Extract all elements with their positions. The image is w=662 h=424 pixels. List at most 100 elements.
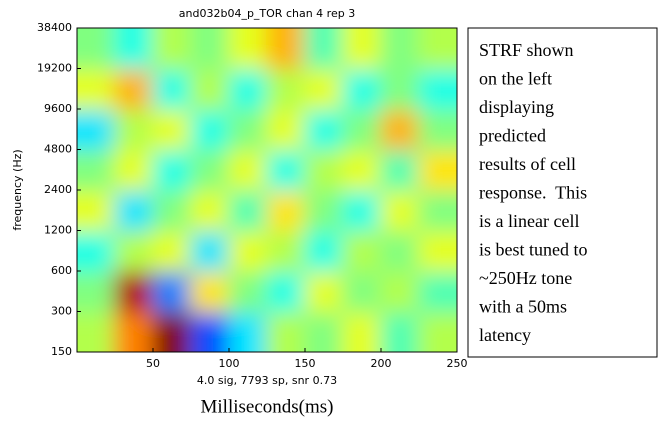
x-tick-label: 250 xyxy=(447,357,468,370)
y-tick-label: 9600 xyxy=(44,102,72,115)
heatmap-cell xyxy=(152,148,192,192)
heatmap-cell xyxy=(418,67,457,111)
heatmap-cell xyxy=(380,189,420,232)
annotation-line: is a linear cell xyxy=(479,211,579,231)
heatmap-cell xyxy=(380,148,420,192)
heatmap-cell xyxy=(304,67,344,111)
annotation-line: STRF shown xyxy=(479,40,574,60)
heatmap xyxy=(77,28,457,352)
heatmap-cell xyxy=(342,28,382,70)
heatmap-cell xyxy=(114,270,154,313)
heatmap-cell xyxy=(380,108,420,151)
annotation-line: on the left xyxy=(479,69,552,89)
heatmap-cell xyxy=(190,67,230,111)
heatmap-cell xyxy=(77,67,116,111)
annotation-box xyxy=(467,27,658,358)
heatmap-cell xyxy=(418,148,457,192)
heatmap-cell xyxy=(228,67,268,111)
annotation-line: is best tuned to xyxy=(479,240,588,260)
heatmap-cell xyxy=(342,108,382,151)
y-tick-label: 4800 xyxy=(44,143,72,156)
heatmap-cell xyxy=(152,108,192,151)
heatmap-cell xyxy=(77,148,116,192)
heatmap-cells xyxy=(77,28,457,352)
axes: 50 100 150 200 250 150 300 600 1200 2400 4800 9600 1… xyxy=(37,21,468,370)
y-tick-label: 2400 xyxy=(44,183,72,196)
y-tick-label: 300 xyxy=(51,305,72,318)
heatmap-cell xyxy=(380,310,420,352)
y-tick-label: 600 xyxy=(51,264,72,277)
heatmap-cell xyxy=(152,270,192,313)
heatmap-cell xyxy=(114,189,154,232)
heatmap-cell xyxy=(190,108,230,151)
heatmap-cell xyxy=(304,229,344,272)
heatmap-cell xyxy=(304,108,344,151)
heatmap-cell xyxy=(266,229,306,272)
heatmap-cell xyxy=(77,108,116,151)
heatmap-cell xyxy=(228,108,268,151)
heatmap-cell xyxy=(190,270,230,313)
heatmap-cell xyxy=(342,270,382,313)
heatmap-cell xyxy=(152,310,192,352)
annotation-line: response. This xyxy=(479,183,587,203)
x-tick-label: 150 xyxy=(295,357,316,370)
heatmap-cell xyxy=(228,310,268,352)
heatmap-cell xyxy=(304,189,344,232)
heatmap-cell xyxy=(190,189,230,232)
annotation: STRF shown on the left displaying predicted… xyxy=(479,40,588,345)
heatmap-cell xyxy=(266,189,306,232)
heatmap-cell xyxy=(418,108,457,151)
heatmap-cell xyxy=(77,270,116,313)
heatmap-cell xyxy=(418,310,457,352)
heatmap-cell xyxy=(114,229,154,272)
heatmap-cell xyxy=(266,310,306,352)
y-tick-label: 1200 xyxy=(44,224,72,237)
heatmap-cell xyxy=(342,148,382,192)
x-tick-label: 100 xyxy=(219,357,240,370)
heatmap-cell xyxy=(418,229,457,272)
y-tick-label: 38400 xyxy=(37,21,72,34)
heatmap-cell xyxy=(228,148,268,192)
x-axis-label: 4.0 sig, 7793 sp, snr 0.73 xyxy=(197,374,337,387)
heatmap-cell xyxy=(114,310,154,352)
heatmap-cell xyxy=(304,310,344,352)
heatmap-cell xyxy=(152,229,192,272)
heatmap-cell xyxy=(152,189,192,232)
heatmap-cell xyxy=(418,28,457,70)
heatmap-cell xyxy=(342,189,382,232)
heatmap-cell xyxy=(266,67,306,111)
annotation-line: displaying xyxy=(479,97,554,117)
heatmap-cell xyxy=(228,189,268,232)
heatmap-cell xyxy=(266,270,306,313)
heatmap-cell xyxy=(380,67,420,111)
heatmap-cell xyxy=(228,270,268,313)
y-tick-label: 150 xyxy=(51,345,72,358)
heatmap-cell xyxy=(152,67,192,111)
heatmap-cell xyxy=(266,108,306,151)
annotation-line: results of cell xyxy=(479,154,576,174)
x-tick-label: 50 xyxy=(146,357,160,370)
y-axis-label: frequency (Hz) xyxy=(11,149,24,230)
heatmap-cell xyxy=(304,28,344,70)
heatmap-cell xyxy=(266,28,306,70)
heatmap-cell xyxy=(380,28,420,70)
heatmap-cell xyxy=(418,189,457,232)
heatmap-cell xyxy=(114,28,154,70)
annotation-line: latency xyxy=(479,325,531,345)
heatmap-cell xyxy=(114,148,154,192)
y-tick-label: 19200 xyxy=(37,62,72,75)
annotation-line: with a 50ms xyxy=(479,297,567,317)
heatmap-cell xyxy=(77,189,116,232)
chart-title: and032b04_p_TOR chan 4 rep 3 xyxy=(179,7,355,20)
heatmap-cell xyxy=(190,28,230,70)
annotation-line: ~250Hz tone xyxy=(479,268,572,288)
heatmap-cell xyxy=(152,28,192,70)
heatmap-cell xyxy=(190,310,230,352)
x-axis-title: Milliseconds(ms) xyxy=(201,396,334,417)
heatmap-cell xyxy=(77,28,116,70)
heatmap-cell xyxy=(380,270,420,313)
heatmap-cell xyxy=(228,28,268,70)
heatmap-cell xyxy=(266,148,306,192)
heatmap-cell xyxy=(228,229,268,272)
